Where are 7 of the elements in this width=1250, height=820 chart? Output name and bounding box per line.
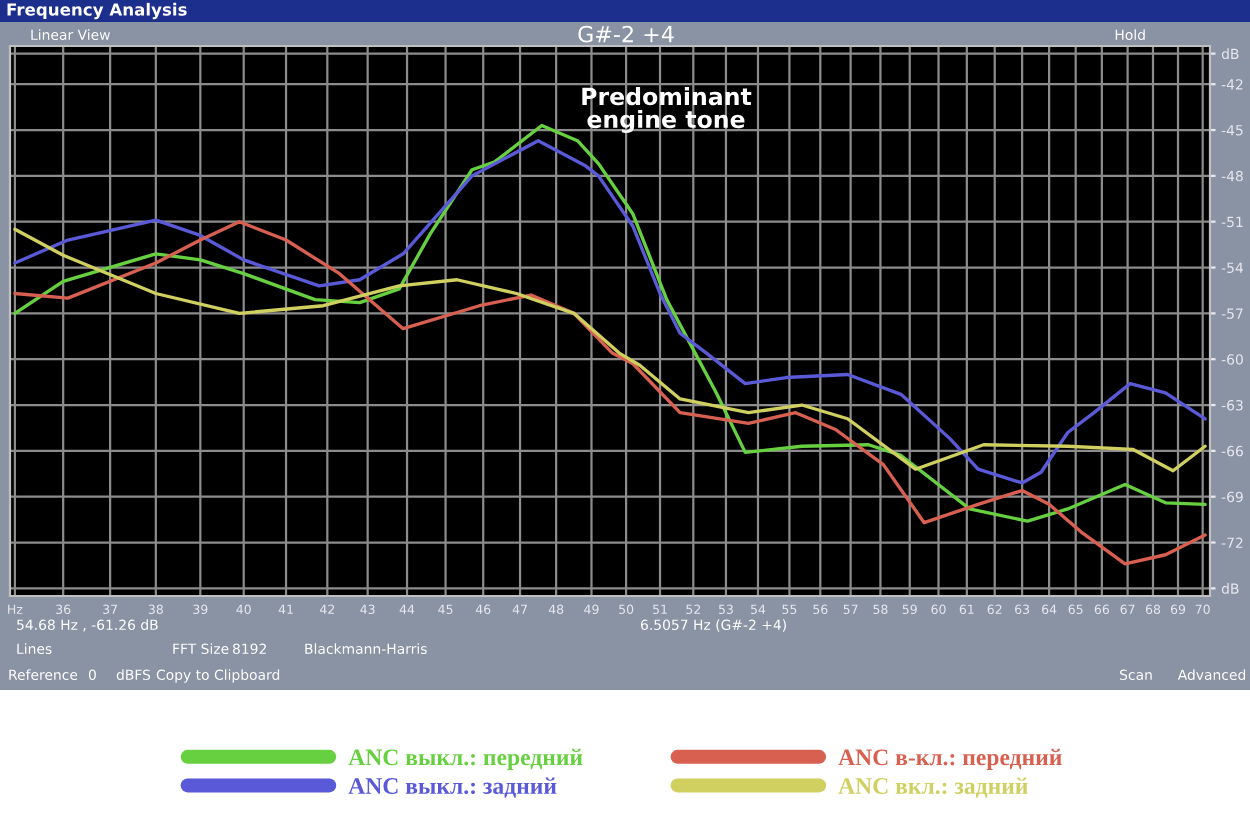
text: ANC выкл.: задний xyxy=(348,777,557,798)
chart-subtitle: G#-2 +4 xyxy=(578,25,674,43)
chart-title: Frequency Analysis xyxy=(7,2,187,20)
text: ANC в-кл.: передний xyxy=(838,748,1062,771)
text: ANC вкл.: задний xyxy=(838,777,1028,798)
text: ANC выкл.: передний xyxy=(348,748,583,771)
annotation: Predominant engine tone xyxy=(582,87,752,133)
